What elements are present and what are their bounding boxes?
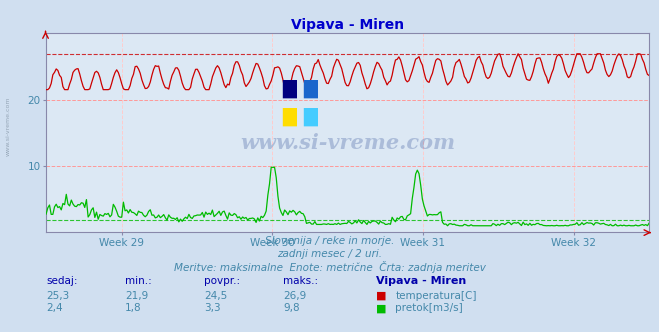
Text: 9,8: 9,8: [283, 303, 300, 313]
Text: 1,8: 1,8: [125, 303, 142, 313]
Text: 24,5: 24,5: [204, 291, 227, 301]
Text: █: █: [304, 80, 318, 98]
Text: maks.:: maks.:: [283, 276, 318, 286]
Text: pretok[m3/s]: pretok[m3/s]: [395, 303, 463, 313]
Title: Vipava - Miren: Vipava - Miren: [291, 18, 404, 32]
Text: █: █: [283, 80, 297, 98]
Text: povpr.:: povpr.:: [204, 276, 241, 286]
Text: ■: ■: [376, 291, 386, 301]
Text: Meritve: maksimalne  Enote: metrične  Črta: zadnja meritev: Meritve: maksimalne Enote: metrične Črta…: [173, 261, 486, 273]
Text: sedaj:: sedaj:: [46, 276, 78, 286]
Text: 25,3: 25,3: [46, 291, 69, 301]
Text: Vipava - Miren: Vipava - Miren: [376, 276, 466, 286]
Text: www.si-vreme.com: www.si-vreme.com: [5, 96, 11, 156]
Text: 2,4: 2,4: [46, 303, 63, 313]
Text: 26,9: 26,9: [283, 291, 306, 301]
Text: temperatura[C]: temperatura[C]: [395, 291, 477, 301]
Text: zadnji mesec / 2 uri.: zadnji mesec / 2 uri.: [277, 249, 382, 259]
Text: 21,9: 21,9: [125, 291, 148, 301]
Text: Slovenija / reke in morje.: Slovenija / reke in morje.: [265, 236, 394, 246]
Text: █: █: [304, 108, 318, 126]
Text: www.si-vreme.com: www.si-vreme.com: [240, 133, 455, 153]
Text: 3,3: 3,3: [204, 303, 221, 313]
Text: ■: ■: [376, 303, 386, 313]
Text: █: █: [283, 108, 297, 126]
Text: min.:: min.:: [125, 276, 152, 286]
